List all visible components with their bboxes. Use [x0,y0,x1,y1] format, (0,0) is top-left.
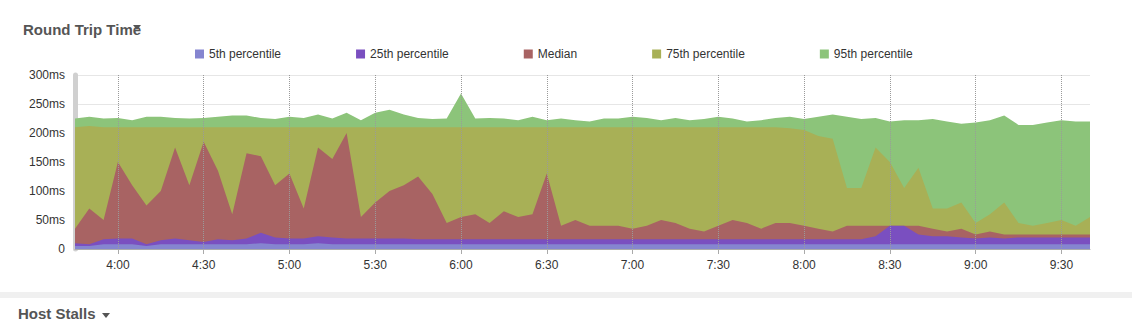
svg-text:Median: Median [538,47,577,61]
svg-text:100ms: 100ms [29,184,65,198]
svg-text:95th percentile: 95th percentile [834,47,913,61]
svg-text:6:30: 6:30 [535,258,559,272]
svg-text:50ms: 50ms [36,213,65,227]
svg-text:75th percentile: 75th percentile [666,47,745,61]
svg-text:300ms: 300ms [29,68,65,82]
svg-text:5:00: 5:00 [278,258,302,272]
svg-text:7:30: 7:30 [707,258,731,272]
svg-text:4:00: 4:00 [106,258,130,272]
svg-text:7:00: 7:00 [621,258,645,272]
svg-text:25th percentile: 25th percentile [370,47,449,61]
svg-text:8:30: 8:30 [878,258,902,272]
svg-text:5:30: 5:30 [364,258,388,272]
svg-text:9:00: 9:00 [964,258,988,272]
svg-text:150ms: 150ms [29,155,65,169]
svg-text:200ms: 200ms [29,126,65,140]
svg-text:250ms: 250ms [29,97,65,111]
svg-text:9:30: 9:30 [1050,258,1074,272]
svg-text:5th percentile: 5th percentile [209,47,281,61]
svg-text:6:00: 6:00 [449,258,473,272]
svg-text:Round Trip Time: Round Trip Time [23,21,141,38]
svg-text:4:30: 4:30 [192,258,216,272]
svg-text:0: 0 [58,242,65,256]
svg-text:8:00: 8:00 [792,258,816,272]
